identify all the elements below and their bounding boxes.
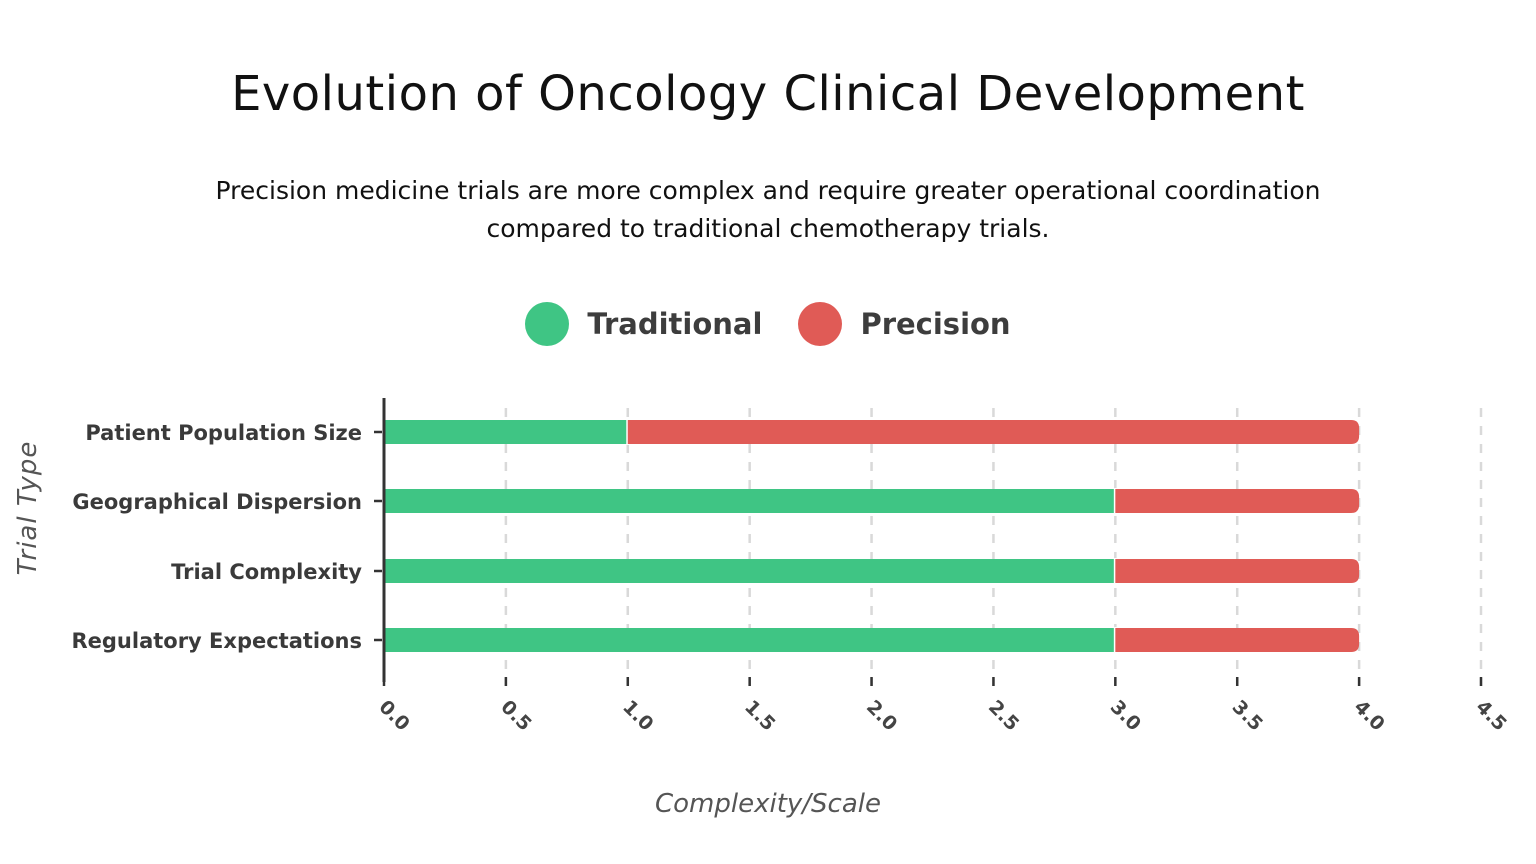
bar-traditional xyxy=(384,420,628,444)
legend-swatch-precision xyxy=(798,302,843,346)
chart-title: Evolution of Oncology Clinical Developme… xyxy=(231,66,1305,122)
x-tick-label: 4.0 xyxy=(1350,696,1389,735)
bar-precision xyxy=(1115,628,1360,652)
x-tick-label: 1.5 xyxy=(740,696,779,735)
y-tick-label: Regulatory Expectations xyxy=(71,629,362,653)
bar-traditional xyxy=(384,559,1116,583)
x-tick-label: 0.5 xyxy=(496,696,535,735)
bar-precision xyxy=(627,420,1360,444)
legend-swatch-traditional xyxy=(525,302,570,346)
x-tick-label: 1.0 xyxy=(618,696,657,735)
bar-traditional xyxy=(384,628,1116,652)
x-tick-label: 3.0 xyxy=(1106,696,1145,735)
x-tick-label: 0.0 xyxy=(374,696,413,735)
y-tick-label: Geographical Dispersion xyxy=(72,490,362,514)
bar-precision xyxy=(1115,559,1360,583)
legend-item-precision: Precision xyxy=(798,302,1011,346)
y-tick-label: Trial Complexity xyxy=(171,560,362,584)
x-tick-label: 2.0 xyxy=(862,696,901,735)
bar-traditional xyxy=(384,489,1116,513)
legend-item-traditional: Traditional xyxy=(525,302,762,346)
chart-subtitle: Precision medicine trials are more compl… xyxy=(215,176,1321,243)
legend-label-precision: Precision xyxy=(860,307,1011,341)
x-axis-label: Complexity/Scale xyxy=(655,789,881,819)
chart-legend: Traditional Precision xyxy=(0,302,1536,346)
x-tick-label: 3.5 xyxy=(1228,696,1267,735)
y-tick-label: Patient Population Size xyxy=(85,421,362,445)
x-tick-label: 4.5 xyxy=(1471,696,1510,735)
x-tick-label: 2.5 xyxy=(984,696,1023,735)
bar-precision xyxy=(1115,489,1360,513)
legend-label-traditional: Traditional xyxy=(587,307,763,341)
y-axis-label: Trial Type xyxy=(13,441,43,576)
